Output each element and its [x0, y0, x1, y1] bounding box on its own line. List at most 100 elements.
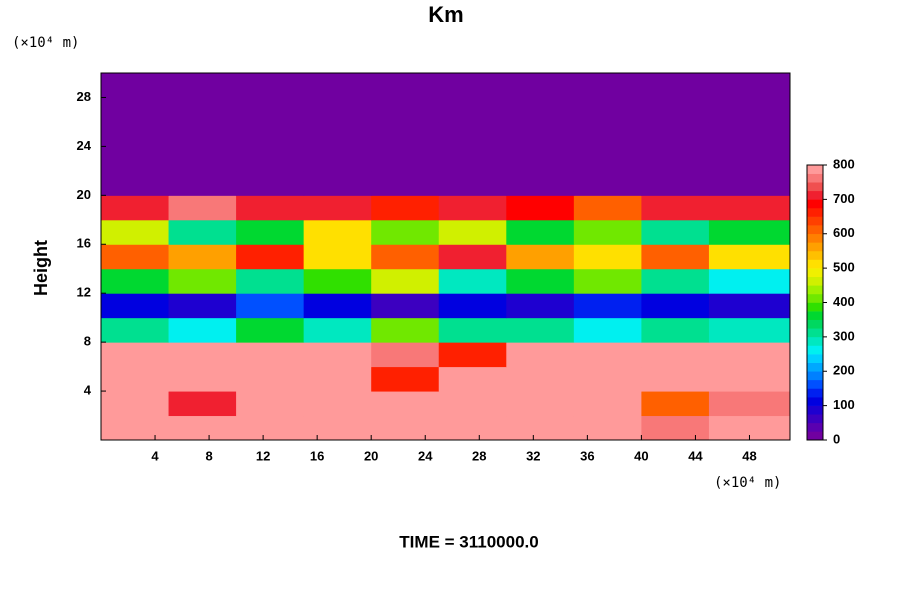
cell	[708, 366, 791, 392]
cell	[641, 219, 710, 245]
cell	[438, 244, 507, 270]
cell	[506, 219, 575, 245]
cell	[371, 293, 440, 319]
colorbar-swatch	[807, 362, 823, 372]
cell	[236, 268, 305, 294]
cell	[236, 195, 305, 221]
colorbar-tick-label: 700	[833, 191, 855, 206]
cell	[303, 170, 372, 196]
cell	[641, 244, 710, 270]
cell	[506, 342, 575, 368]
colorbar-swatch	[807, 379, 823, 389]
cell	[101, 73, 170, 98]
colorbar-swatch	[807, 319, 823, 329]
cell	[236, 244, 305, 270]
cell	[371, 391, 440, 417]
colorbar-swatch	[807, 216, 823, 226]
cell	[438, 317, 507, 343]
cell	[641, 366, 710, 392]
cell	[708, 146, 791, 172]
cell	[708, 268, 791, 294]
cell	[236, 415, 305, 441]
cell	[303, 195, 372, 221]
y-tick-label: 8	[84, 334, 91, 349]
cell	[168, 219, 237, 245]
colorbar-tick-label: 400	[833, 294, 855, 309]
cell	[708, 121, 791, 147]
cell	[708, 195, 791, 221]
cell	[236, 97, 305, 123]
x-tick-label: 12	[256, 448, 270, 463]
cell	[573, 293, 642, 319]
cell	[236, 146, 305, 172]
cell	[438, 121, 507, 147]
colorbar-swatch	[807, 276, 823, 286]
colorbar-swatch	[807, 431, 823, 441]
cell	[438, 268, 507, 294]
x-unit-label: (×10⁴ m)	[714, 475, 781, 491]
colorbar-swatch	[807, 354, 823, 363]
cell	[708, 293, 791, 319]
cell	[101, 244, 170, 270]
cell	[506, 391, 575, 417]
cell	[303, 244, 372, 270]
colorbar-swatch	[807, 250, 823, 260]
x-tick-label: 4	[151, 448, 159, 463]
cell	[641, 415, 710, 441]
cell	[371, 244, 440, 270]
cell	[573, 195, 642, 221]
cell	[168, 415, 237, 441]
colorbar-swatch	[807, 336, 823, 346]
cell	[236, 342, 305, 368]
cell	[371, 146, 440, 172]
cell	[168, 366, 237, 392]
x-tick-label: 8	[205, 448, 212, 463]
cell	[101, 366, 170, 392]
cell	[371, 219, 440, 245]
colorbar-swatch	[807, 233, 823, 243]
cell	[438, 293, 507, 319]
cell	[101, 170, 170, 196]
cell	[236, 170, 305, 196]
cell	[236, 391, 305, 417]
cell	[303, 342, 372, 368]
cell	[573, 121, 642, 147]
cell	[168, 293, 237, 319]
chart-title: Km	[428, 2, 463, 27]
cell	[371, 170, 440, 196]
cell	[641, 195, 710, 221]
colorbar-swatch	[807, 259, 823, 269]
cell	[573, 415, 642, 441]
cell	[573, 366, 642, 392]
cell	[708, 219, 791, 245]
cell	[641, 146, 710, 172]
x-tick-label: 20	[364, 448, 378, 463]
cell	[641, 317, 710, 343]
cell	[168, 121, 237, 147]
cell	[641, 293, 710, 319]
colorbar-tick-label: 0	[833, 431, 840, 446]
cell	[236, 219, 305, 245]
cell	[101, 146, 170, 172]
y-axis-title: Height	[31, 240, 51, 296]
cell	[371, 366, 440, 392]
colorbar-swatch	[807, 371, 823, 381]
cell	[303, 317, 372, 343]
cell	[303, 146, 372, 172]
x-tick-label: 44	[688, 448, 703, 463]
colorbar-swatch	[807, 268, 823, 278]
cell	[573, 219, 642, 245]
x-tick-label: 28	[472, 448, 486, 463]
cell	[371, 317, 440, 343]
y-tick-label: 20	[77, 187, 91, 202]
cell	[708, 73, 791, 98]
colorbar-swatch	[807, 414, 823, 424]
colorbar-tick-label: 600	[833, 225, 855, 240]
cell	[438, 146, 507, 172]
cell	[641, 342, 710, 368]
cell	[506, 146, 575, 172]
plot-frame	[100, 72, 791, 441]
cell	[303, 219, 372, 245]
cell	[303, 97, 372, 123]
